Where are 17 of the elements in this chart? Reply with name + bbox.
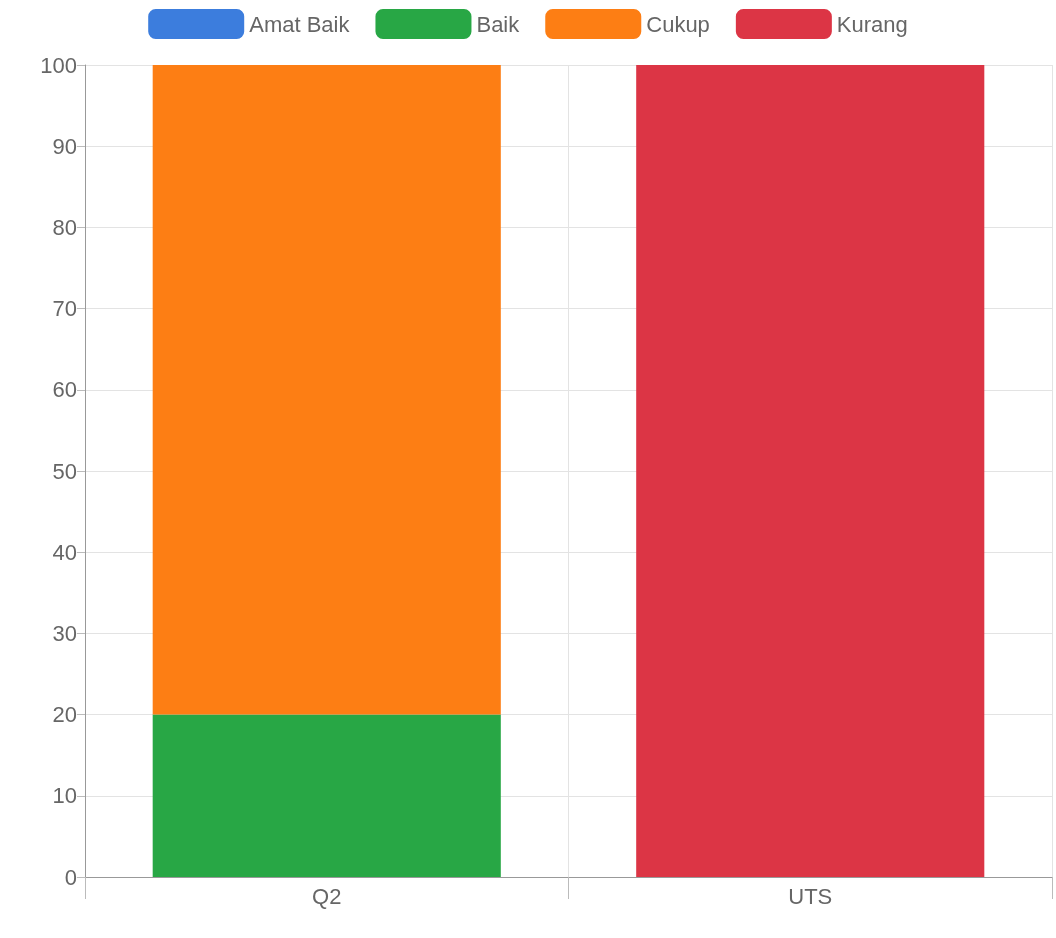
y-tick-label: 10 — [52, 783, 77, 809]
y-tick-label: 70 — [52, 296, 77, 322]
legend-label: Cukup — [646, 11, 710, 37]
x-tick-label: Q2 — [312, 883, 342, 909]
y-tick-label: 30 — [52, 620, 77, 646]
y-tick-label: 60 — [52, 377, 77, 403]
legend-label: Baik — [476, 11, 521, 37]
y-tick-label: 40 — [52, 539, 77, 565]
legend-label: Kurang — [836, 11, 908, 37]
x-tick-label: UTS — [788, 883, 833, 909]
y-tick-label: 90 — [52, 133, 77, 159]
y-tick-label: 20 — [52, 702, 77, 728]
legend-label: Amat Baik — [249, 11, 351, 37]
y-tick-label: 100 — [40, 52, 77, 78]
y-tick-label: 50 — [52, 458, 77, 484]
y-tick-label: 0 — [64, 864, 77, 890]
y-tick-label: 80 — [52, 214, 77, 240]
